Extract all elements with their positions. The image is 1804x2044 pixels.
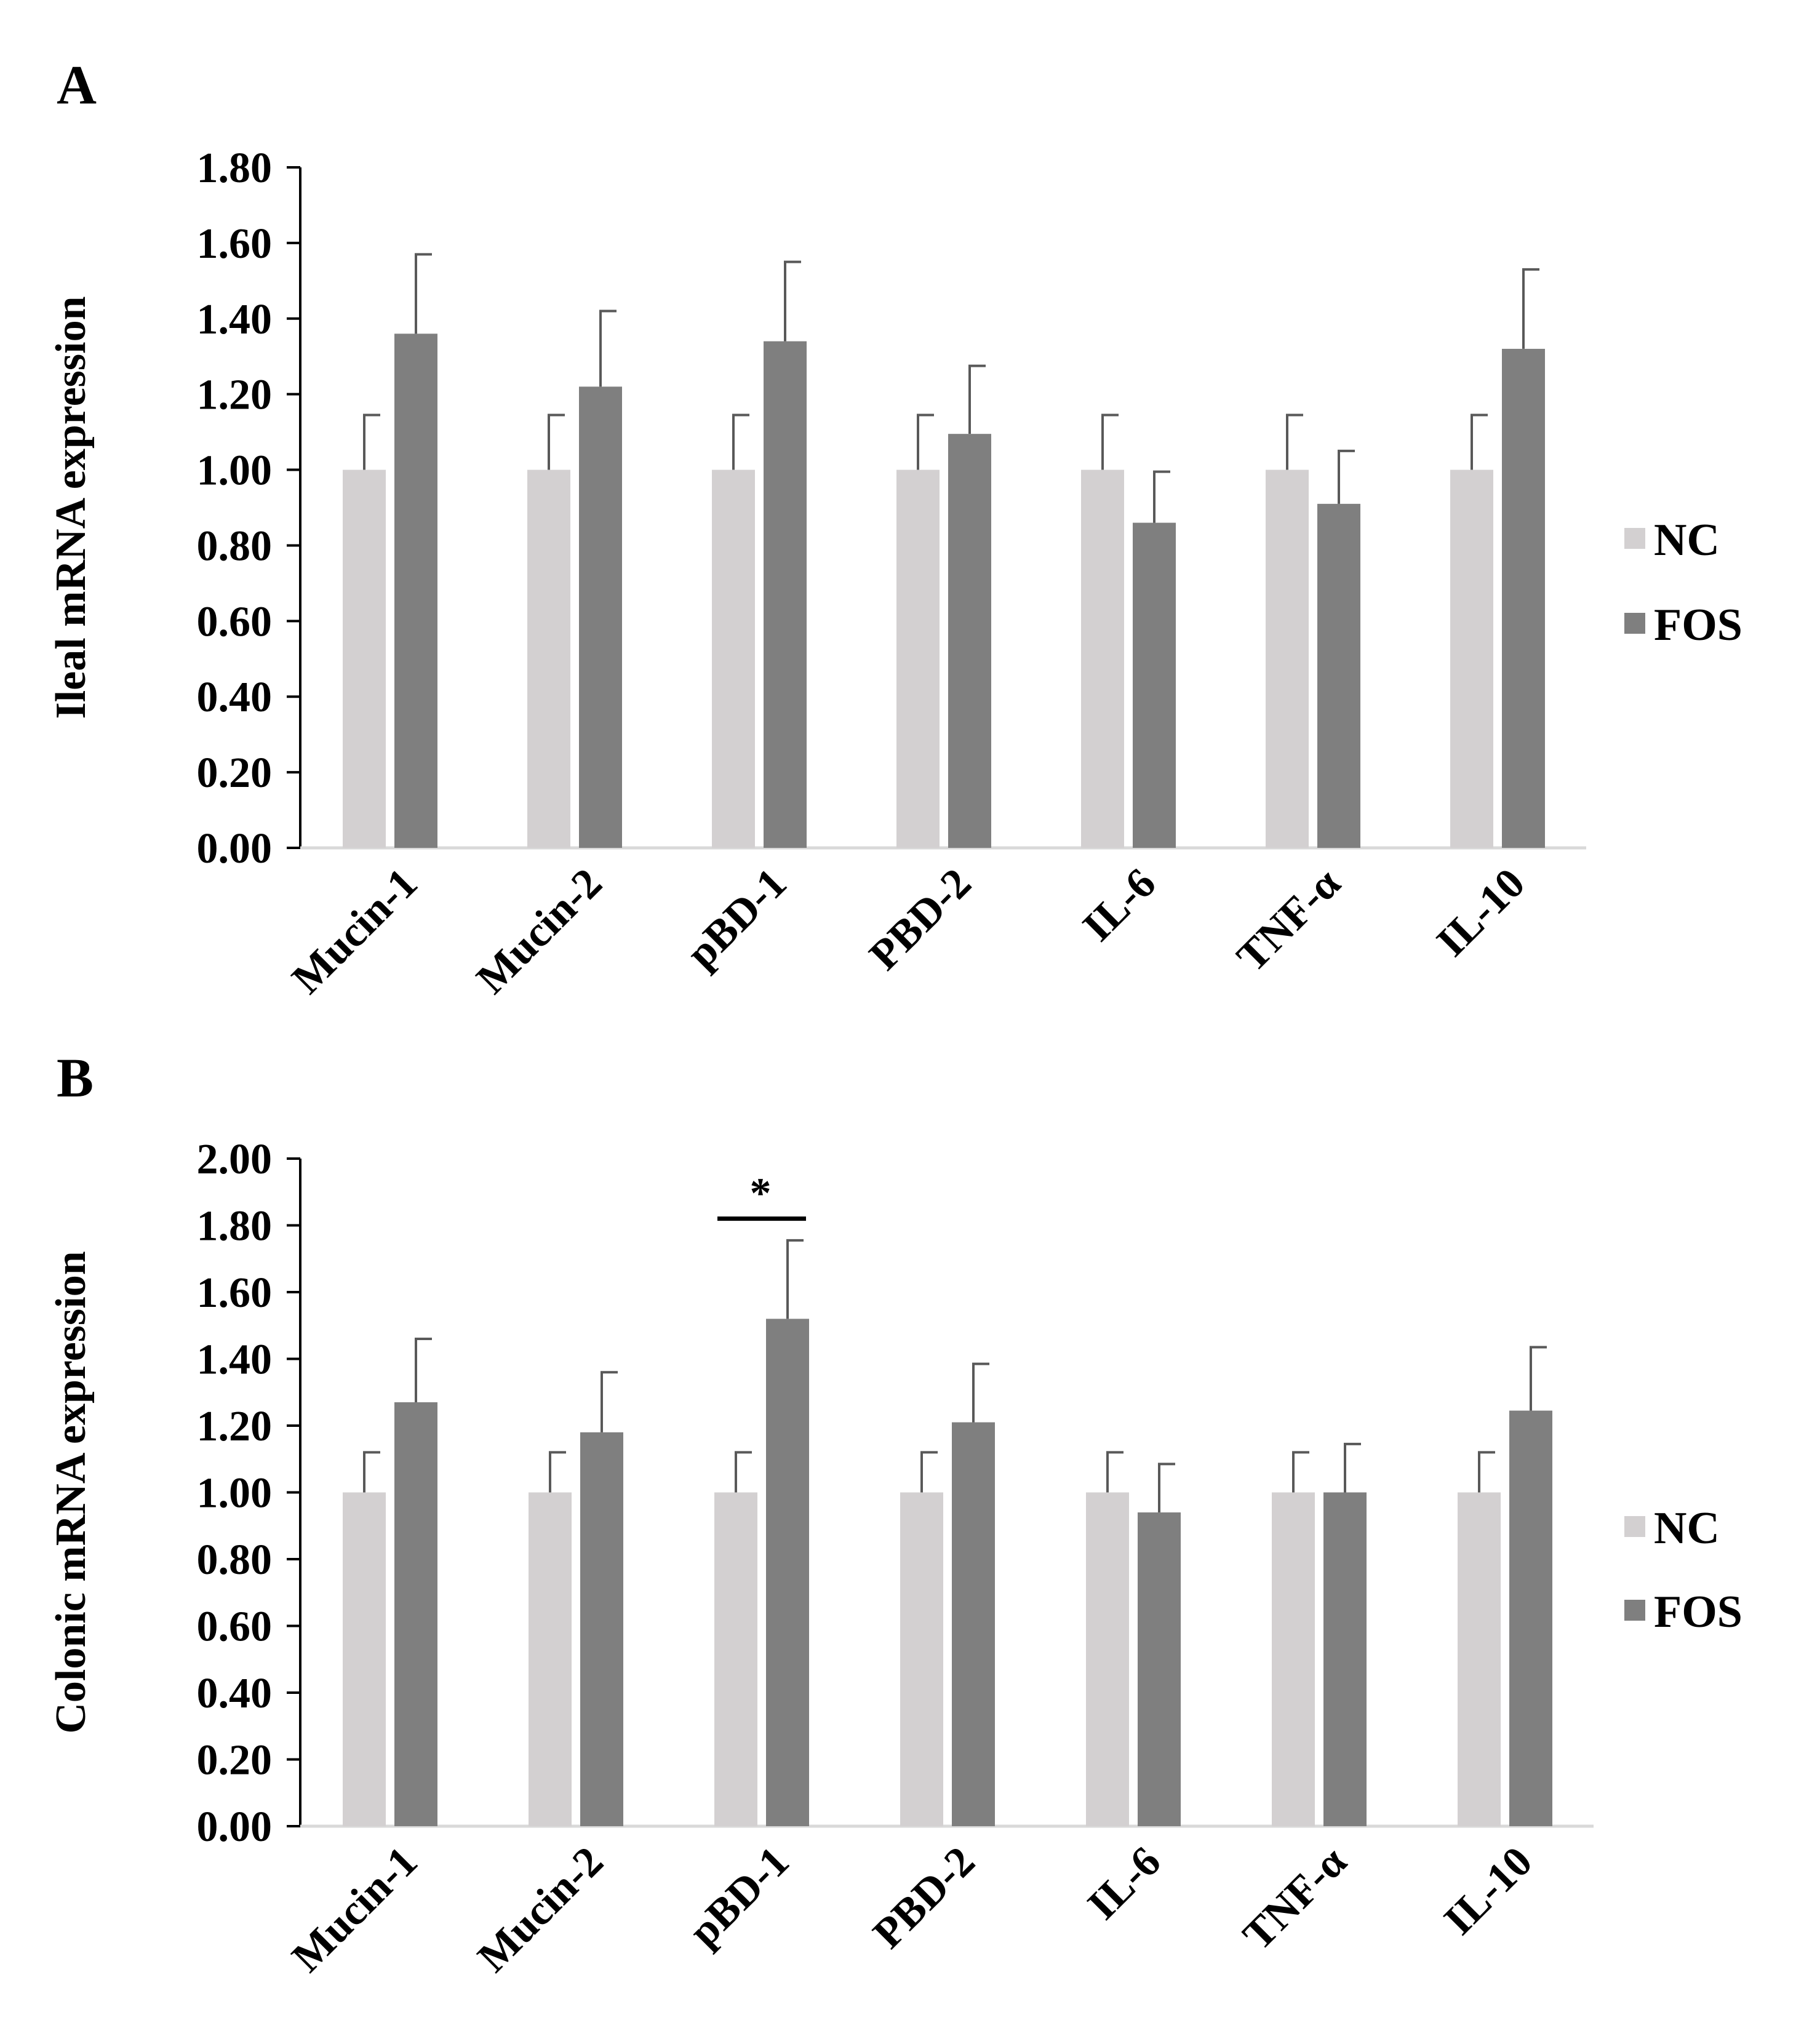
panel-b-legend-swatch-fos <box>1624 1600 1645 1621</box>
panel-a-x-label-il-10: IL-10 <box>1428 860 1535 966</box>
panel-b-y-tick-label: 1.20 <box>197 1403 273 1450</box>
panel-b-axes <box>299 1159 1594 1828</box>
panel-a-y-tick-label: 0.20 <box>197 749 273 797</box>
panel-a-bar-nc-il-10 <box>1450 469 1493 848</box>
panel-b-y-tick-label: 2.00 <box>197 1136 273 1183</box>
panel-a-y-tick-label: 1.00 <box>197 447 273 495</box>
panel-b-letter: B <box>57 1048 94 1109</box>
panel-b-x-label-tnf-alpha: TNF-α <box>1234 1838 1356 1960</box>
panel-b-x-label-mucin-1: Mucin-1 <box>283 1838 426 1981</box>
panel-b-annotations: * <box>717 1170 806 1221</box>
panel-a-x-label-mucin-1: Mucin-1 <box>283 860 426 1003</box>
panel-b: B Colonic mRNA expression 0.000.200.400.… <box>47 1048 1742 1981</box>
panel-a-legend-label-fos: FOS <box>1654 600 1742 650</box>
panel-b-x-label-pbd-1: pBD-1 <box>680 1838 798 1956</box>
panel-b-bar-nc-mucin-2 <box>529 1492 572 1826</box>
panel-b-y-tick-label: 0.60 <box>197 1603 273 1651</box>
panel-b-x-label-pbd-2: PBD-2 <box>864 1838 984 1958</box>
panel-a-legend-swatch-fos <box>1624 613 1645 634</box>
panel-a-x-label-il-6: IL-6 <box>1074 860 1165 951</box>
panel-a-y-tick-label: 0.60 <box>197 598 273 645</box>
panel-a-legend: NC FOS <box>1624 515 1742 650</box>
panel-b-bar-fos-pbd-1 <box>766 1319 809 1826</box>
panel-b-bar-fos-mucin-2 <box>580 1432 623 1826</box>
panel-a-x-label-tnf-alpha: TNF-α <box>1228 860 1350 981</box>
panel-b-x-label-il-10: IL-10 <box>1435 1838 1542 1944</box>
panel-b-y-tick-label: 1.60 <box>197 1269 273 1317</box>
panel-a: A Ileal mRNA expression 0.00 0.20 0.40 0.60… <box>47 55 1742 1003</box>
panel-b-y-tick-label: 1.80 <box>197 1203 273 1250</box>
panel-b-y-axis-title: Colonic mRNA expression <box>47 1251 95 1733</box>
panel-a-bar-fos-pbd-1 <box>764 341 807 848</box>
panel-a-y-ticks: 0.00 0.20 0.40 0.60 0.80 1.00 1.20 1.40 1.60 1.80 <box>197 145 300 872</box>
panel-a-y-axis-title: Ileal mRNA expression <box>47 296 95 719</box>
panel-a-y-tick-label: 1.40 <box>197 296 273 343</box>
panel-b-y-tick-label: 0.80 <box>197 1536 273 1584</box>
panel-b-y-tick-label: 0.40 <box>197 1670 273 1717</box>
panel-a-y-tick-label: 0.00 <box>197 825 273 872</box>
panel-a-bar-fos-il-6 <box>1133 522 1176 848</box>
panel-a-bars <box>343 253 1545 848</box>
panel-b-legend-label-nc: NC <box>1654 1503 1720 1554</box>
panel-a-y-tick-label: 0.80 <box>197 522 273 570</box>
panel-a-letter: A <box>57 55 97 116</box>
panel-a-bar-fos-mucin-1 <box>394 333 437 848</box>
panel-b-y-tick-label: 1.40 <box>197 1336 273 1384</box>
panel-b-bar-nc-il-10 <box>1458 1492 1501 1826</box>
panel-b-bar-fos-tnf-alpha <box>1323 1492 1367 1826</box>
panel-a-legend-swatch-nc <box>1624 528 1645 549</box>
panel-b-bar-fos-il-10 <box>1509 1410 1552 1826</box>
panel-b-legend-label-fos: FOS <box>1654 1587 1742 1637</box>
panel-a-bar-nc-il-6 <box>1081 469 1124 848</box>
panel-b-significance-star: * <box>750 1170 772 1218</box>
panel-b-bars <box>343 1239 1552 1826</box>
panel-b-bar-fos-pbd-2 <box>952 1422 995 1826</box>
panel-b-y-ticks: 0.00 0.20 0.40 0.60 0.80 1.00 1.20 1.40 1.60 1.80… <box>197 1136 300 1851</box>
panel-a-y-tick-label: 0.40 <box>197 674 273 721</box>
panel-b-x-label-il-6: IL-6 <box>1079 1838 1170 1929</box>
panel-a-bar-nc-mucin-2 <box>527 469 570 848</box>
panel-a-bar-nc-pbd-1 <box>712 469 755 848</box>
panel-a-bar-fos-mucin-2 <box>579 386 622 848</box>
panel-b-bar-fos-il-6 <box>1138 1512 1181 1826</box>
panel-b-legend: NC FOS <box>1624 1503 1742 1637</box>
panel-b-legend-swatch-nc <box>1624 1516 1645 1537</box>
panel-a-x-label-mucin-2: Mucin-2 <box>468 860 611 1003</box>
panel-b-x-label-mucin-2: Mucin-2 <box>469 1838 612 1981</box>
panel-b-x-labels: Mucin-1 Mucin-2 pBD-1 PBD-2 IL-6 TNF-α IL-10 <box>283 1838 1541 1981</box>
panel-a-x-label-pbd-2: PBD-2 <box>861 860 981 980</box>
panel-b-bar-nc-il-6 <box>1086 1492 1129 1826</box>
panel-a-y-tick-label: 1.80 <box>197 145 273 192</box>
panel-b-y-tick-label: 0.20 <box>197 1737 273 1784</box>
panel-a-bar-nc-pbd-2 <box>896 469 940 848</box>
panel-b-bar-fos-mucin-1 <box>394 1402 437 1826</box>
panel-a-bar-nc-tnf-alpha <box>1266 469 1309 848</box>
panel-a-x-labels: Mucin-1 Mucin-2 pBD-1 PBD-2 IL-6 TNF-α IL-10 <box>283 860 1534 1003</box>
panel-a-bar-fos-il-10 <box>1502 348 1545 848</box>
panel-a-legend-label-nc: NC <box>1654 515 1720 565</box>
panel-a-y-tick-label: 1.60 <box>197 220 273 268</box>
panel-b-bar-nc-pbd-1 <box>714 1492 757 1826</box>
panel-a-bar-fos-pbd-2 <box>948 434 991 848</box>
panel-a-y-tick-label: 1.20 <box>197 372 273 419</box>
panel-a-axes <box>299 167 1586 850</box>
panel-a-x-label-pbd-1: pBD-1 <box>677 860 796 978</box>
panel-a-bar-fos-tnf-alpha <box>1317 503 1360 848</box>
panel-b-y-tick-label: 0.00 <box>197 1803 273 1851</box>
panel-b-y-tick-label: 1.00 <box>197 1470 273 1517</box>
panel-a-bar-nc-mucin-1 <box>343 469 386 848</box>
panel-b-bar-nc-pbd-2 <box>900 1492 943 1826</box>
panel-b-bar-nc-tnf-alpha <box>1272 1492 1315 1826</box>
panel-b-bar-nc-mucin-1 <box>343 1492 386 1826</box>
